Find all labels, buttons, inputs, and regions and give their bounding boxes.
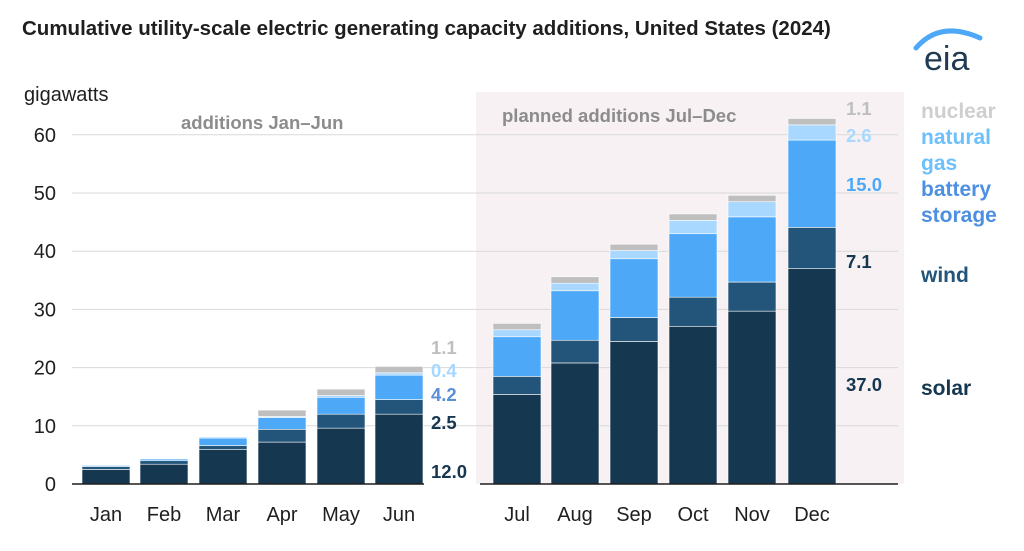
- bar-nuclear-apr: [257, 409, 307, 417]
- jun-value-label: 0.4: [431, 360, 457, 381]
- bar-wind-oct: [668, 296, 718, 327]
- legend-battery-storage-2: storage: [921, 204, 997, 227]
- bar-wind-aug: [550, 339, 600, 364]
- x-tick-label-jul: Jul: [504, 504, 530, 526]
- legend-natural-gas-2: gas: [921, 152, 957, 175]
- eia-logo-text: eia: [924, 40, 969, 78]
- bar-battery-storage-dec: [787, 139, 837, 228]
- jun-value-label: 2.5: [431, 412, 457, 433]
- bar-wind-may: [316, 413, 366, 429]
- bar-battery-storage-mar: [198, 437, 248, 446]
- dec-value-label: 37.0: [846, 374, 882, 395]
- bar-solar-nov: [727, 310, 777, 485]
- legend-natural-gas: natural: [921, 126, 991, 149]
- bar-solar-mar: [198, 449, 248, 485]
- y-tick-label: 20: [34, 358, 56, 380]
- bar-solar-aug: [550, 362, 600, 485]
- legend-solar: solar: [921, 377, 971, 400]
- bar-battery-storage-may: [316, 396, 366, 415]
- x-tick-label-oct: Oct: [677, 504, 709, 526]
- bar-natural-gas-feb: [139, 458, 189, 460]
- eia-swoosh-icon: [913, 28, 983, 51]
- legend-wind: wind: [920, 264, 969, 287]
- bar-wind-mar: [198, 445, 248, 450]
- bar-battery-storage-aug: [550, 290, 600, 341]
- bar-nuclear-dec: [787, 118, 837, 126]
- bar-nuclear-may: [316, 388, 366, 396]
- dec-value-label: 1.1: [846, 98, 872, 119]
- bar-solar-oct: [668, 325, 718, 485]
- bar-nuclear-sep: [609, 243, 659, 251]
- bar-solar-dec: [787, 268, 837, 485]
- legend-battery-storage: battery: [921, 178, 991, 201]
- y-tick-label: 40: [34, 241, 56, 263]
- bar-natural-gas-aug: [550, 282, 600, 292]
- jun-value-label: 1.1: [431, 337, 457, 358]
- y-tick-label: 60: [34, 125, 56, 147]
- annotation-actual: additions Jan–Jun: [181, 112, 343, 133]
- x-tick-label-may: May: [322, 504, 360, 526]
- bar-natural-gas-sep: [609, 250, 659, 260]
- bar-battery-storage-oct: [668, 233, 718, 298]
- x-tick-label-nov: Nov: [734, 504, 770, 526]
- x-tick-label-apr: Apr: [266, 504, 297, 526]
- bar-natural-gas-mar: [198, 436, 248, 439]
- x-tick-label-dec: Dec: [794, 504, 830, 526]
- bar-natural-gas-jan: [81, 464, 131, 466]
- bar-wind-dec: [787, 227, 837, 269]
- x-tick-label-mar: Mar: [206, 504, 241, 526]
- y-tick-label: 10: [34, 416, 56, 438]
- bar-solar-apr: [257, 441, 307, 485]
- dec-value-label: 2.6: [846, 125, 872, 146]
- bar-nuclear-oct: [668, 213, 718, 221]
- bar-wind-feb: [139, 460, 189, 465]
- bar-natural-gas-jul: [492, 329, 542, 338]
- bar-natural-gas-nov: [727, 201, 777, 218]
- bar-wind-apr: [257, 428, 307, 443]
- bar-solar-jan: [81, 469, 131, 485]
- bar-wind-jun: [374, 399, 424, 415]
- bar-nuclear-aug: [550, 276, 600, 284]
- bar-battery-storage-apr: [257, 417, 307, 430]
- bar-nuclear-nov: [727, 195, 777, 203]
- y-tick-label: 0: [45, 474, 56, 496]
- x-tick-label-sep: Sep: [616, 504, 652, 526]
- bar-battery-storage-nov: [727, 216, 777, 283]
- bar-battery-storage-sep: [609, 258, 659, 318]
- bar-wind-nov: [727, 281, 777, 312]
- annotation-planned: planned additions Jul–Dec: [502, 105, 736, 126]
- bar-wind-jan: [81, 466, 131, 470]
- jun-value-label: 4.2: [431, 384, 457, 405]
- bar-solar-feb: [139, 463, 189, 485]
- bar-battery-storage-jun: [374, 374, 424, 400]
- bar-natural-gas-dec: [787, 124, 837, 141]
- chart-title: Cumulative utility-scale electric genera…: [22, 17, 831, 40]
- legend-nuclear: nuclear: [921, 100, 996, 123]
- bar-natural-gas-jun: [374, 372, 424, 376]
- bar-wind-sep: [609, 317, 659, 342]
- dec-value-label: 15.0: [846, 174, 882, 195]
- bar-solar-jun: [374, 413, 424, 485]
- x-tick-label-aug: Aug: [557, 504, 593, 526]
- jun-value-label: 12.0: [431, 461, 467, 482]
- bar-nuclear-jun: [374, 366, 424, 374]
- y-tick-label: 50: [34, 183, 56, 205]
- bar-nuclear-jul: [492, 323, 542, 331]
- bar-solar-may: [316, 427, 366, 485]
- y-axis-label: gigawatts: [24, 84, 109, 106]
- bar-battery-storage-jul: [492, 336, 542, 377]
- bar-solar-sep: [609, 341, 659, 485]
- x-tick-label-jan: Jan: [90, 504, 122, 526]
- x-tick-label-jun: Jun: [383, 504, 415, 526]
- x-tick-label-feb: Feb: [147, 504, 181, 526]
- eia-logo: eia: [910, 18, 990, 83]
- bar-natural-gas-oct: [668, 220, 718, 235]
- bar-solar-jul: [492, 394, 542, 485]
- bar-wind-jul: [492, 376, 542, 395]
- dec-value-label: 7.1: [846, 251, 872, 272]
- y-tick-label: 30: [34, 299, 56, 321]
